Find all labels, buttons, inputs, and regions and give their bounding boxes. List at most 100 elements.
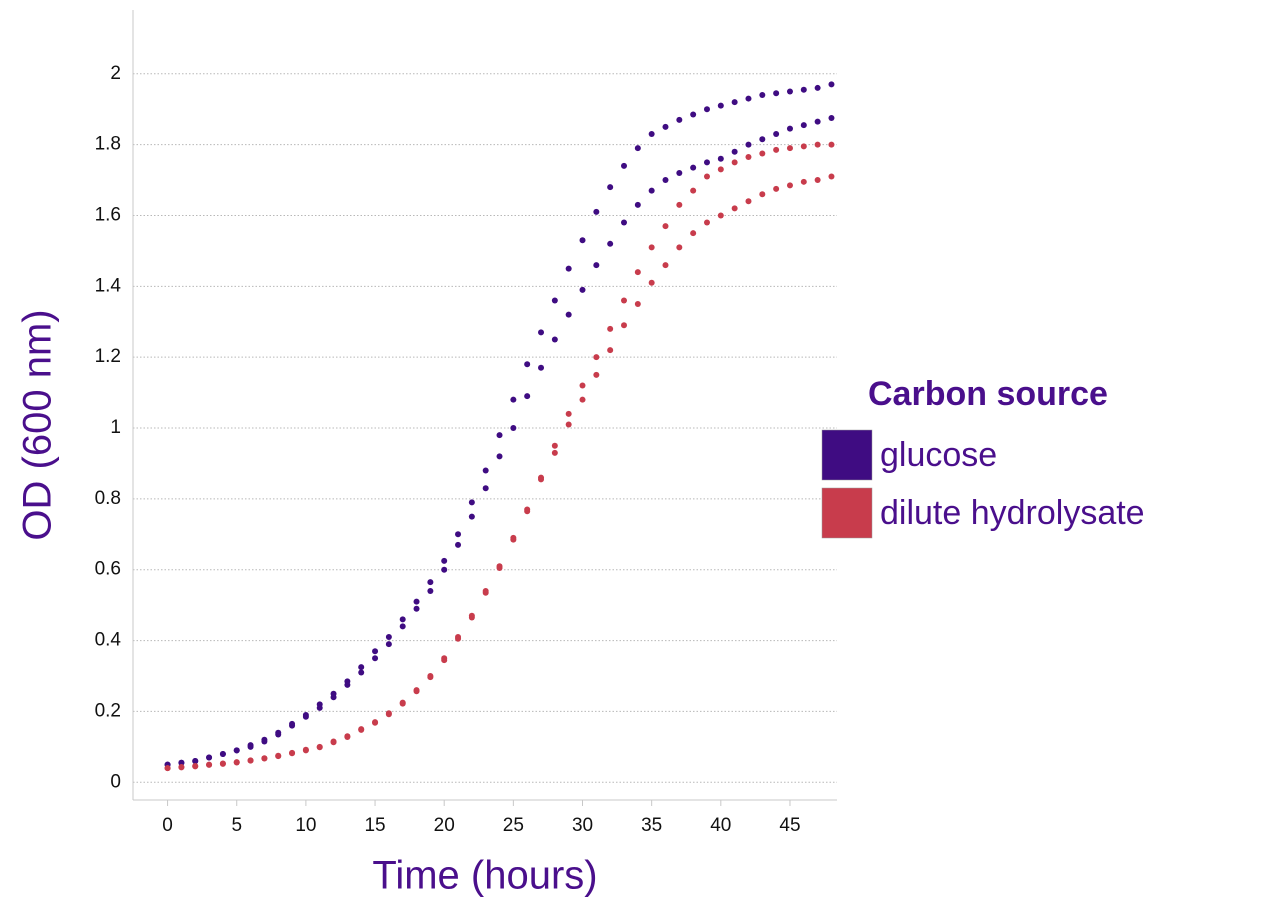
data-point bbox=[648, 279, 655, 286]
data-point bbox=[662, 262, 669, 269]
y-tick-label: 0.6 bbox=[95, 559, 121, 580]
data-point bbox=[178, 759, 185, 766]
data-point bbox=[607, 184, 614, 191]
data-point bbox=[441, 566, 448, 573]
data-point bbox=[773, 90, 780, 97]
y-axis-label: OD (600 nm) bbox=[16, 309, 60, 540]
data-point bbox=[551, 297, 558, 304]
data-point bbox=[579, 237, 586, 244]
data-point bbox=[538, 476, 545, 483]
data-point bbox=[372, 648, 379, 655]
data-point bbox=[717, 166, 724, 173]
data-point bbox=[178, 764, 185, 771]
data-point bbox=[814, 118, 821, 125]
data-point bbox=[634, 269, 641, 276]
data-point bbox=[579, 286, 586, 293]
data-point bbox=[828, 115, 835, 122]
data-point bbox=[538, 329, 545, 336]
data-point bbox=[607, 347, 614, 354]
data-point bbox=[648, 187, 655, 194]
data-point bbox=[496, 432, 503, 439]
data-point bbox=[731, 159, 738, 166]
data-point bbox=[233, 759, 240, 766]
data-point bbox=[731, 148, 738, 155]
x-tick-label: 10 bbox=[295, 815, 316, 836]
data-point bbox=[676, 169, 683, 176]
data-point bbox=[399, 700, 406, 707]
y-tick-label: 1.6 bbox=[95, 204, 121, 225]
data-point bbox=[607, 240, 614, 247]
data-point bbox=[800, 178, 807, 185]
data-point bbox=[455, 541, 462, 548]
data-point bbox=[745, 154, 752, 161]
data-point bbox=[482, 589, 489, 596]
data-point bbox=[330, 694, 337, 701]
data-point bbox=[247, 743, 254, 750]
data-point bbox=[593, 354, 600, 361]
data-point bbox=[302, 713, 309, 720]
data-point bbox=[551, 449, 558, 456]
data-point bbox=[427, 587, 434, 594]
data-point bbox=[690, 164, 697, 171]
data-point bbox=[358, 664, 365, 671]
data-point bbox=[690, 187, 697, 194]
data-point bbox=[399, 623, 406, 630]
data-point bbox=[814, 177, 821, 184]
data-point bbox=[275, 731, 282, 738]
data-point bbox=[828, 141, 835, 148]
data-point bbox=[745, 95, 752, 102]
data-point bbox=[344, 681, 351, 688]
data-point bbox=[206, 754, 213, 761]
data-point bbox=[814, 84, 821, 91]
data-point bbox=[759, 150, 766, 157]
data-point bbox=[703, 219, 710, 226]
data-point bbox=[261, 755, 268, 762]
data-point bbox=[330, 739, 337, 746]
data-point bbox=[164, 765, 171, 772]
data-point bbox=[731, 99, 738, 106]
data-point bbox=[565, 311, 572, 318]
y-tick-label: 1.8 bbox=[95, 134, 121, 155]
data-point bbox=[745, 198, 752, 205]
y-tick-label: 1.2 bbox=[95, 346, 121, 367]
data-point bbox=[717, 102, 724, 109]
data-point bbox=[703, 106, 710, 113]
data-point bbox=[786, 88, 793, 95]
data-point bbox=[593, 208, 600, 215]
data-point bbox=[703, 173, 710, 180]
data-point bbox=[717, 155, 724, 162]
data-point bbox=[634, 145, 641, 152]
data-point bbox=[385, 634, 392, 641]
data-point bbox=[413, 688, 420, 695]
data-point bbox=[759, 136, 766, 143]
data-point bbox=[786, 182, 793, 189]
data-point bbox=[579, 396, 586, 403]
y-tick-label: 1.4 bbox=[95, 275, 122, 296]
data-point bbox=[786, 125, 793, 132]
data-point bbox=[510, 396, 517, 403]
data-point bbox=[413, 598, 420, 605]
data-point bbox=[524, 361, 531, 368]
legend-label: glucose bbox=[880, 436, 997, 474]
y-tick-label: 2 bbox=[110, 63, 121, 84]
data-point bbox=[510, 425, 517, 432]
data-point bbox=[634, 201, 641, 208]
data-point bbox=[676, 244, 683, 251]
data-point bbox=[621, 162, 628, 169]
data-point bbox=[676, 116, 683, 123]
data-point bbox=[233, 747, 240, 754]
data-point bbox=[206, 761, 213, 768]
data-point bbox=[289, 722, 296, 729]
legend-label: dilute hydrolysate bbox=[880, 494, 1145, 532]
legend-swatch bbox=[821, 429, 873, 481]
data-point bbox=[385, 711, 392, 718]
data-point bbox=[814, 141, 821, 148]
x-tick-label: 40 bbox=[710, 815, 731, 836]
data-point bbox=[800, 86, 807, 93]
data-point bbox=[427, 674, 434, 681]
legend-swatch bbox=[821, 487, 873, 539]
data-point bbox=[192, 763, 199, 770]
data-point bbox=[565, 421, 572, 428]
data-point bbox=[800, 143, 807, 150]
data-point bbox=[455, 531, 462, 538]
